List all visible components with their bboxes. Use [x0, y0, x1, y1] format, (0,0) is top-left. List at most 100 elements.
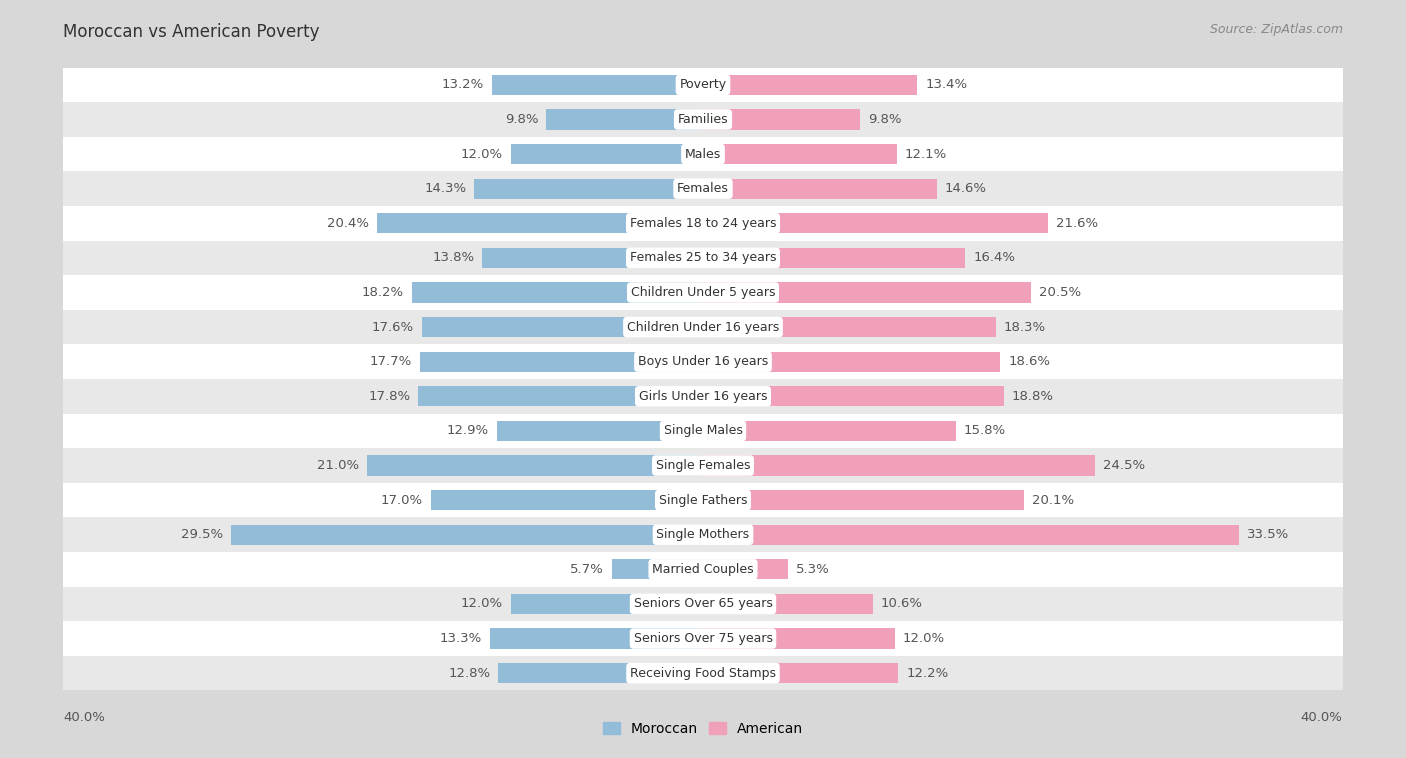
Bar: [703, 594, 873, 614]
Text: Seniors Over 65 years: Seniors Over 65 years: [634, 597, 772, 610]
Bar: [63, 379, 1343, 414]
Text: 40.0%: 40.0%: [1301, 711, 1343, 724]
Bar: [63, 310, 1343, 344]
Text: 12.9%: 12.9%: [447, 424, 489, 437]
Bar: [63, 656, 1343, 691]
Bar: [412, 283, 703, 302]
Bar: [63, 518, 1343, 552]
Text: Females: Females: [678, 182, 728, 195]
Text: Males: Males: [685, 148, 721, 161]
Text: 15.8%: 15.8%: [963, 424, 1005, 437]
Bar: [63, 102, 1343, 136]
Bar: [63, 67, 1343, 102]
Bar: [703, 663, 898, 683]
Text: 20.4%: 20.4%: [326, 217, 368, 230]
Bar: [512, 594, 703, 614]
Text: 10.6%: 10.6%: [880, 597, 922, 610]
Text: 12.8%: 12.8%: [449, 666, 491, 680]
Bar: [63, 171, 1343, 206]
Legend: Moroccan, American: Moroccan, American: [598, 716, 808, 741]
Bar: [612, 559, 703, 579]
Bar: [432, 490, 703, 510]
Text: 18.6%: 18.6%: [1008, 356, 1050, 368]
Text: 12.0%: 12.0%: [461, 148, 503, 161]
Bar: [63, 206, 1343, 240]
Bar: [482, 248, 703, 268]
Text: 21.6%: 21.6%: [1056, 217, 1098, 230]
Text: Females 25 to 34 years: Females 25 to 34 years: [630, 252, 776, 265]
Bar: [498, 663, 703, 683]
Text: 13.8%: 13.8%: [432, 252, 474, 265]
Text: 12.1%: 12.1%: [904, 148, 946, 161]
Text: Single Fathers: Single Fathers: [659, 493, 747, 506]
Text: 13.2%: 13.2%: [441, 78, 484, 92]
Text: 17.8%: 17.8%: [368, 390, 411, 402]
Text: 18.3%: 18.3%: [1004, 321, 1046, 334]
Text: 12.0%: 12.0%: [903, 632, 945, 645]
Text: 12.2%: 12.2%: [905, 666, 949, 680]
Text: 9.8%: 9.8%: [505, 113, 538, 126]
Bar: [703, 75, 917, 95]
Bar: [63, 587, 1343, 622]
Text: Source: ZipAtlas.com: Source: ZipAtlas.com: [1209, 23, 1343, 36]
Bar: [703, 144, 897, 164]
Bar: [474, 179, 703, 199]
Bar: [496, 421, 703, 441]
Bar: [512, 144, 703, 164]
Text: 18.2%: 18.2%: [361, 286, 404, 299]
Text: Moroccan vs American Poverty: Moroccan vs American Poverty: [63, 23, 319, 41]
Text: 21.0%: 21.0%: [316, 459, 359, 472]
Text: 12.0%: 12.0%: [461, 597, 503, 610]
Bar: [377, 213, 703, 233]
Text: 17.7%: 17.7%: [370, 356, 412, 368]
Bar: [63, 240, 1343, 275]
Text: 14.6%: 14.6%: [945, 182, 987, 195]
Bar: [63, 414, 1343, 448]
Bar: [63, 483, 1343, 518]
Text: 14.3%: 14.3%: [425, 182, 467, 195]
Bar: [367, 456, 703, 475]
Bar: [703, 628, 896, 649]
Text: 17.0%: 17.0%: [381, 493, 423, 506]
Text: 20.5%: 20.5%: [1039, 286, 1081, 299]
Bar: [703, 109, 859, 130]
Bar: [422, 317, 703, 337]
Bar: [491, 628, 703, 649]
Text: Single Males: Single Males: [664, 424, 742, 437]
Bar: [63, 448, 1343, 483]
Text: 16.4%: 16.4%: [973, 252, 1015, 265]
Text: 9.8%: 9.8%: [868, 113, 901, 126]
Text: Single Females: Single Females: [655, 459, 751, 472]
Bar: [703, 490, 1025, 510]
Bar: [63, 552, 1343, 587]
Bar: [63, 344, 1343, 379]
Bar: [492, 75, 703, 95]
Text: 13.4%: 13.4%: [925, 78, 967, 92]
Bar: [703, 525, 1239, 545]
Bar: [703, 421, 956, 441]
Bar: [63, 136, 1343, 171]
Bar: [703, 283, 1031, 302]
Bar: [419, 387, 703, 406]
Text: 40.0%: 40.0%: [63, 711, 105, 724]
Text: 33.5%: 33.5%: [1247, 528, 1289, 541]
Text: Families: Families: [678, 113, 728, 126]
Text: Poverty: Poverty: [679, 78, 727, 92]
Bar: [63, 622, 1343, 656]
Bar: [703, 317, 995, 337]
Bar: [703, 179, 936, 199]
Text: Females 18 to 24 years: Females 18 to 24 years: [630, 217, 776, 230]
Text: 18.8%: 18.8%: [1012, 390, 1053, 402]
Text: Receiving Food Stamps: Receiving Food Stamps: [630, 666, 776, 680]
Text: Boys Under 16 years: Boys Under 16 years: [638, 356, 768, 368]
Bar: [547, 109, 703, 130]
Bar: [703, 248, 966, 268]
Bar: [703, 352, 1001, 371]
Text: 5.7%: 5.7%: [569, 563, 603, 576]
Text: 5.3%: 5.3%: [796, 563, 830, 576]
Bar: [703, 387, 1004, 406]
Bar: [231, 525, 703, 545]
Bar: [703, 456, 1095, 475]
Text: 17.6%: 17.6%: [371, 321, 413, 334]
Text: Married Couples: Married Couples: [652, 563, 754, 576]
